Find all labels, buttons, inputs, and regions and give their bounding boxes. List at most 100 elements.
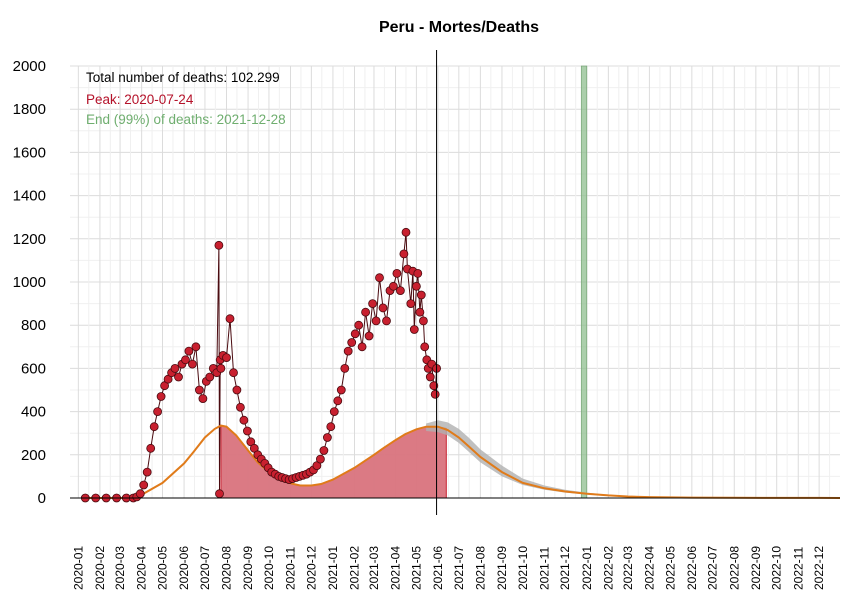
data-point xyxy=(170,363,180,373)
y-tick-label: 400 xyxy=(21,404,46,421)
data-point xyxy=(368,299,378,309)
data-point xyxy=(395,286,405,296)
data-point xyxy=(214,240,224,250)
y-tick-label: 1400 xyxy=(13,188,46,205)
x-tick-label: 2021-11 xyxy=(537,547,551,590)
y-tick-labels: 0 200 400 600 800 1000 1200 1400 1600 1800 2000 xyxy=(13,58,46,507)
x-tick-label: 2021-06 xyxy=(431,546,445,590)
x-tick-label: 2022-12 xyxy=(812,546,826,590)
end-band-rect xyxy=(580,65,588,499)
data-point xyxy=(357,342,367,352)
data-point xyxy=(222,353,231,363)
x-tick-label: 2020-08 xyxy=(220,546,234,590)
grid xyxy=(70,65,840,499)
x-tick-label: 2022-05 xyxy=(663,546,677,590)
y-tick-label: 1200 xyxy=(13,231,46,248)
x-tick-label: 2022-04 xyxy=(642,546,656,590)
uncertainty-shape xyxy=(426,420,650,498)
data-point xyxy=(333,396,343,406)
x-tick-label: 2020-05 xyxy=(156,546,170,590)
y-tick-label: 1800 xyxy=(13,101,46,118)
data-point xyxy=(146,443,156,453)
data-point xyxy=(430,389,440,399)
x-tick-label: 2021-12 xyxy=(558,546,572,590)
data-point xyxy=(354,320,364,330)
x-tick-label: 2021-05 xyxy=(409,546,423,590)
data-point xyxy=(242,426,252,436)
x-tick-labels: 2020-01 2020-02 2020-03 2020-04 2020-05 2020-… xyxy=(71,546,826,590)
end-band xyxy=(580,65,588,499)
data-point xyxy=(420,342,430,352)
data-point xyxy=(388,281,398,291)
data-point xyxy=(425,372,435,382)
data-point xyxy=(401,227,411,237)
data-point xyxy=(347,338,357,347)
data-point xyxy=(371,316,381,326)
y-tick-label: 1000 xyxy=(13,274,46,291)
x-tick-label: 2022-08 xyxy=(727,546,741,590)
data-point xyxy=(326,422,336,432)
data-point xyxy=(375,273,384,283)
x-tick-label: 2020-09 xyxy=(241,546,255,590)
x-tick-label: 2021-04 xyxy=(389,546,403,590)
data-point xyxy=(336,385,346,395)
x-tick-label: 2020-02 xyxy=(93,546,107,590)
annotation-total: Total number of deaths: 102.299 xyxy=(86,70,280,85)
data-point xyxy=(340,363,350,373)
data-point xyxy=(322,433,332,442)
data-point xyxy=(378,303,388,313)
data-point xyxy=(216,363,226,373)
data-point xyxy=(343,346,353,356)
x-tick-label: 2022-02 xyxy=(601,546,615,590)
data-point xyxy=(181,355,190,365)
x-tick-label: 2020-07 xyxy=(198,546,212,590)
x-tick-label: 2020-06 xyxy=(177,546,191,590)
data-point xyxy=(184,346,194,356)
data-point xyxy=(399,249,409,259)
data-point xyxy=(135,489,145,499)
data-point xyxy=(350,329,360,339)
x-tick-label: 2022-10 xyxy=(770,546,784,590)
data-point xyxy=(413,268,423,278)
x-tick-label: 2022-03 xyxy=(621,546,635,590)
x-tick-label: 2021-01 xyxy=(326,546,340,590)
model-fit-line xyxy=(85,424,841,499)
data-point xyxy=(229,368,238,378)
data-point xyxy=(392,268,402,278)
x-tick-label: 2021-02 xyxy=(347,546,361,590)
data-point xyxy=(232,385,242,395)
x-tick-label: 2020-12 xyxy=(304,546,318,590)
chart-title: Peru - Mortes/Deaths xyxy=(379,19,539,36)
x-tick-label: 2021-10 xyxy=(516,546,530,590)
data-point xyxy=(411,281,421,291)
fitted-area-shape xyxy=(220,424,447,499)
x-tick-label: 2022-01 xyxy=(580,546,594,590)
data-point xyxy=(225,314,235,324)
data-point xyxy=(198,394,208,404)
observed-points xyxy=(80,227,442,503)
annotation-end: End (99%) of deaths: 2021-12-28 xyxy=(86,112,286,127)
x-tick-label: 2021-07 xyxy=(452,546,466,590)
data-point xyxy=(406,299,416,309)
uncertainty-band xyxy=(426,420,650,498)
x-tick-label: 2021-08 xyxy=(473,546,487,590)
fit-path xyxy=(85,424,841,499)
y-tick-label: 200 xyxy=(21,447,46,464)
data-point xyxy=(415,307,425,317)
data-point xyxy=(418,316,428,326)
annotation-peak: Peak: 2020-07-24 xyxy=(86,92,194,107)
data-point xyxy=(142,467,152,477)
x-tick-label: 2021-09 xyxy=(495,546,509,590)
data-point xyxy=(205,372,215,382)
y-tick-label: 1600 xyxy=(13,144,46,161)
x-tick-label: 2022-09 xyxy=(749,546,763,590)
y-tick-label: 800 xyxy=(21,317,46,334)
data-point xyxy=(319,446,329,455)
data-point xyxy=(194,385,204,395)
fitted-area xyxy=(220,424,447,499)
data-point xyxy=(191,342,201,352)
data-point xyxy=(235,402,245,412)
data-point xyxy=(329,407,339,417)
x-tick-label: 2020-11 xyxy=(283,547,297,590)
x-tick-label: 2020-10 xyxy=(262,546,276,590)
